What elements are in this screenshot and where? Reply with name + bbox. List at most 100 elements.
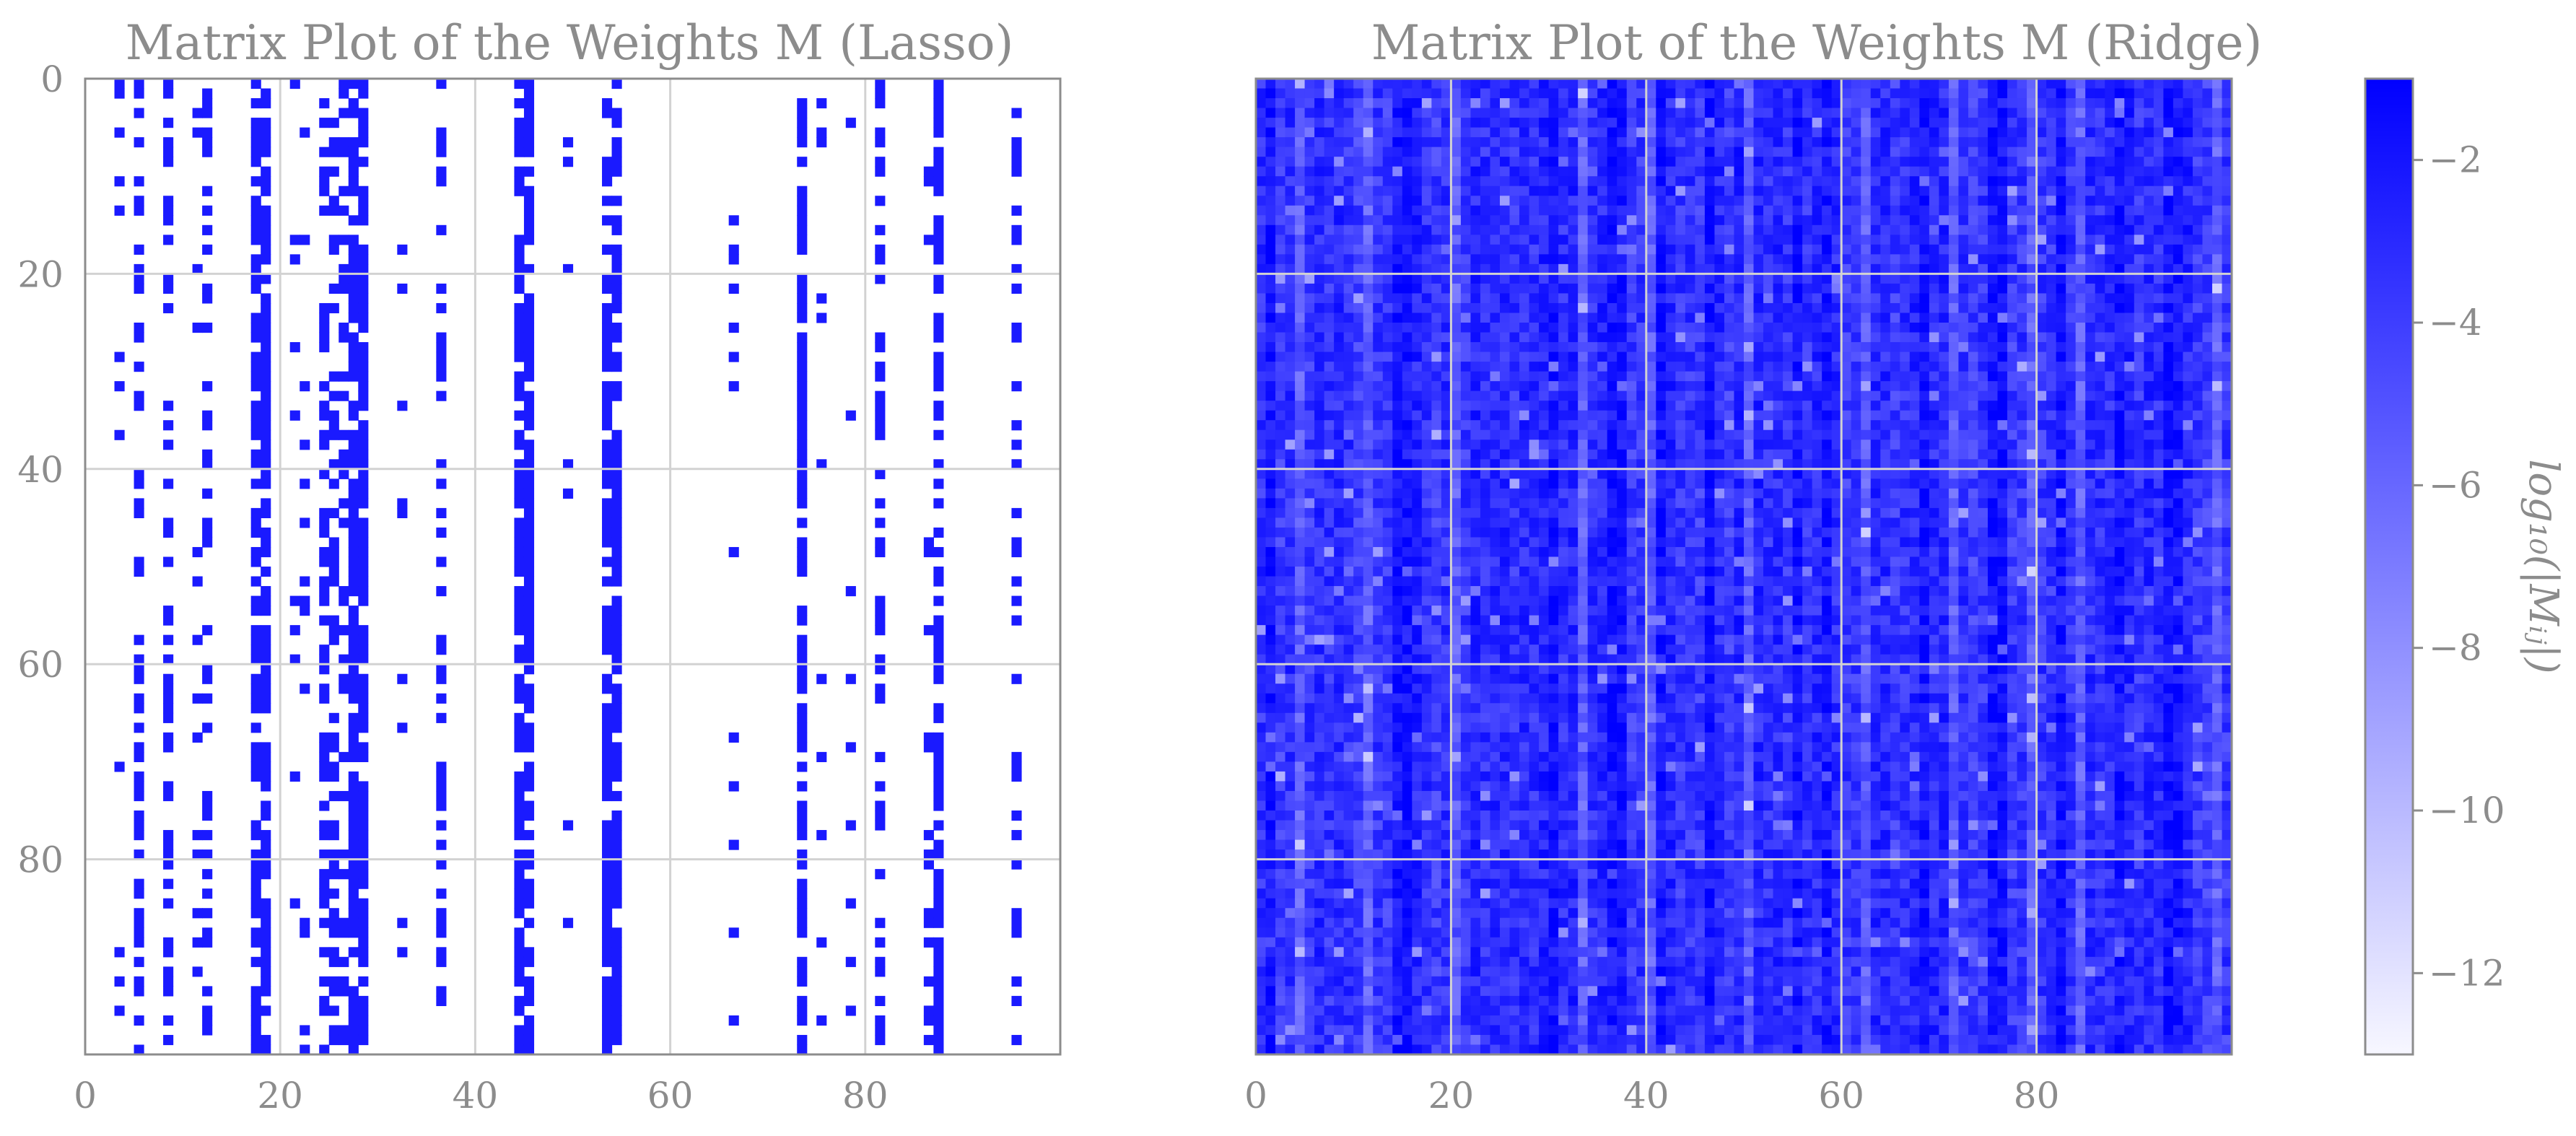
ridge-cell xyxy=(1343,205,1354,216)
ridge-cell xyxy=(1490,420,1501,431)
lasso-cell xyxy=(250,742,261,753)
ridge-cell xyxy=(1460,986,1472,997)
ridge-cell xyxy=(1334,811,1345,821)
ridge-cell xyxy=(1265,293,1276,304)
ridge-cell xyxy=(1343,781,1354,792)
lasso-cell xyxy=(261,98,271,109)
ridge-cell xyxy=(1402,634,1413,645)
ridge-cell xyxy=(1539,429,1550,440)
ridge-cell xyxy=(1519,595,1530,606)
ridge-cell xyxy=(1519,205,1530,216)
lasso-cell xyxy=(1011,459,1022,470)
ridge-cell xyxy=(1324,800,1335,811)
ridge-cell xyxy=(1382,966,1393,977)
ridge-cell xyxy=(1314,908,1325,919)
ridge-cell xyxy=(1412,313,1423,323)
ridge-cell xyxy=(1597,722,1608,733)
ridge-cell xyxy=(1548,166,1559,177)
ridge-cell xyxy=(1265,244,1276,255)
ridge-cell xyxy=(1568,1015,1579,1026)
ridge-cell xyxy=(1363,342,1374,353)
ridge-cell xyxy=(1578,459,1589,470)
lasso-cell xyxy=(436,283,447,294)
ridge-cell xyxy=(1343,166,1354,177)
ridge-cell xyxy=(1509,956,1520,967)
lasso-cell xyxy=(611,634,622,645)
lasso-cell xyxy=(523,800,535,811)
ridge-cell xyxy=(1500,771,1511,782)
ridge-cell xyxy=(1431,771,1442,782)
ridge-cell xyxy=(1275,459,1286,470)
ridge-cell xyxy=(1460,244,1472,255)
lasso-cell xyxy=(339,88,349,99)
lasso-cell xyxy=(202,244,213,255)
lasso-cell xyxy=(923,908,934,919)
lasso-cell xyxy=(611,362,622,372)
lasso-cell xyxy=(514,693,525,704)
ridge-cell xyxy=(1304,976,1315,987)
ridge-cell xyxy=(1509,390,1520,401)
ridge-cell xyxy=(1421,362,1432,372)
lasso-cell xyxy=(339,849,349,860)
ridge-cell xyxy=(1343,976,1354,987)
ridge-cell xyxy=(1529,332,1540,343)
ridge-cell xyxy=(1519,517,1530,528)
ridge-cell xyxy=(1343,606,1354,616)
ridge-cell xyxy=(1256,800,1267,811)
ridge-cell xyxy=(1607,313,1617,323)
lasso-cell xyxy=(602,908,613,919)
ridge-cell xyxy=(1558,459,1569,470)
ridge-cell xyxy=(1402,517,1413,528)
lasso-cell xyxy=(358,576,369,587)
ridge-cell xyxy=(1509,811,1520,821)
ridge-cell xyxy=(1490,527,1501,538)
ridge-cell xyxy=(1295,527,1306,538)
lasso-cell xyxy=(875,606,886,616)
ridge-cell xyxy=(1470,527,1481,538)
ridge-cell xyxy=(1480,254,1491,265)
ridge-cell xyxy=(1373,606,1384,616)
ridge-cell xyxy=(1324,420,1335,431)
lasso-cell xyxy=(250,157,261,167)
lasso-cell xyxy=(514,302,525,314)
ridge-cell xyxy=(1343,986,1354,997)
lasso-cell xyxy=(1011,205,1022,216)
ridge-cell xyxy=(1304,302,1315,314)
ridge-cell xyxy=(1451,869,1462,880)
lasso-cell xyxy=(514,966,525,977)
ridge-cell xyxy=(1587,908,1598,919)
ridge-cell xyxy=(1451,576,1462,587)
lasso-cell xyxy=(436,351,447,362)
ridge-cell xyxy=(1363,196,1374,206)
lasso-cell xyxy=(1011,917,1022,928)
lasso-cell xyxy=(163,401,174,411)
ridge-cell xyxy=(1343,224,1354,235)
ridge-cell xyxy=(1392,351,1403,362)
ridge-cell xyxy=(1421,693,1432,704)
ridge-cell xyxy=(1578,781,1589,792)
lasso-grid xyxy=(85,79,1060,1054)
lasso-cell xyxy=(250,1044,261,1055)
ridge-cell xyxy=(1334,703,1345,714)
ridge-cell xyxy=(1353,917,1364,928)
ridge-cell xyxy=(1441,878,1451,889)
ridge-cell xyxy=(1334,517,1345,528)
ridge-cell xyxy=(1353,976,1364,987)
ridge-cell xyxy=(1568,703,1579,714)
ridge-cell xyxy=(1343,323,1354,333)
ridge-cell xyxy=(1587,498,1598,509)
ridge-cell xyxy=(1421,449,1432,460)
lasso-cell xyxy=(202,420,213,431)
ridge-cell xyxy=(1431,976,1442,987)
ridge-cell xyxy=(1587,224,1598,235)
ridge-cell xyxy=(1275,215,1286,226)
ridge-cell xyxy=(1509,205,1520,216)
ridge-cell xyxy=(1509,527,1520,538)
ridge-cell xyxy=(1314,995,1325,1006)
ridge-cell xyxy=(1402,274,1413,284)
ridge-cell xyxy=(1519,966,1530,977)
lasso-cell xyxy=(436,664,447,675)
ridge-cell xyxy=(1519,351,1530,362)
ridge-cell xyxy=(1587,254,1598,265)
ridge-cell xyxy=(1597,527,1608,538)
